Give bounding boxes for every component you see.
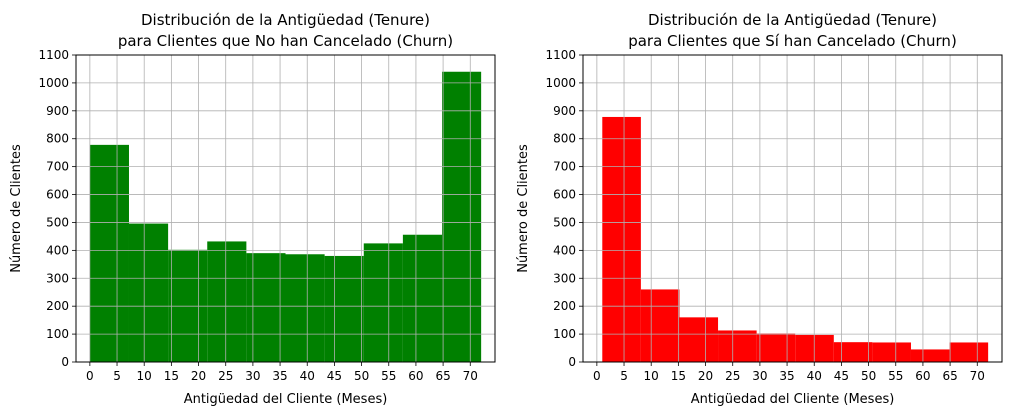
x-tick-label-50: 50 (354, 369, 369, 383)
bar-3 (718, 330, 757, 362)
bars (89, 71, 482, 362)
x-tick-label-55: 55 (381, 369, 396, 383)
bar-7 (872, 342, 911, 362)
bar-9 (442, 71, 482, 362)
x-axis-ticks: 0 5 10 15 20 25 30 35 40 45 50 55 60 65 70 (593, 362, 985, 383)
x-tick-label-65: 65 (435, 369, 450, 383)
x-tick-label-70: 70 (970, 369, 985, 383)
x-tick-label-20: 20 (191, 369, 206, 383)
y-tick-label-200: 200 (553, 299, 576, 313)
bar-0 (602, 116, 641, 362)
x-tick-label-30: 30 (245, 369, 260, 383)
y-tick-label-300: 300 (553, 271, 576, 285)
bar-5 (285, 254, 325, 362)
y-axis-ticks: 0 100 200 300 400 500 600 700 800 900 1000 1100 (38, 48, 76, 369)
x-tick-label-50: 50 (861, 369, 876, 383)
x-tick-label-10: 10 (644, 369, 659, 383)
x-axis-label: Antigüedad del Cliente (Meses) (184, 392, 388, 407)
y-tick-label-700: 700 (46, 160, 69, 174)
y-axis-ticks: 0 100 200 300 400 500 600 700 800 900 1000 1100 (545, 48, 583, 369)
y-tick-label-0: 0 (568, 355, 576, 369)
y-tick-label-400: 400 (553, 243, 576, 257)
bar-3 (207, 241, 247, 362)
bar-1 (128, 223, 169, 362)
bar-8 (402, 234, 443, 362)
y-tick-label-300: 300 (46, 271, 69, 285)
x-tick-label-10: 10 (137, 369, 152, 383)
bar-6 (324, 255, 364, 362)
plot-frame (75, 54, 496, 363)
y-tick-label-700: 700 (553, 160, 576, 174)
y-tick-label-400: 400 (46, 243, 69, 257)
chart-title-line-1: Distribución de la Antigüedad (Tenure) (141, 11, 430, 29)
x-tick-label-65: 65 (942, 369, 957, 383)
bar-8 (910, 349, 950, 362)
x-tick-label-0: 0 (86, 369, 94, 383)
x-tick-label-45: 45 (834, 369, 849, 383)
bar-1 (640, 289, 680, 362)
x-tick-label-55: 55 (888, 369, 903, 383)
y-tick-label-1100: 1100 (38, 48, 69, 62)
x-tick-label-5: 5 (113, 369, 121, 383)
bar-4 (246, 253, 286, 362)
y-tick-label-100: 100 (46, 327, 69, 341)
bar-9 (949, 342, 989, 362)
x-tick-label-15: 15 (164, 369, 179, 383)
bar-7 (363, 243, 403, 362)
bar-6 (833, 342, 873, 362)
x-tick-label-0: 0 (593, 369, 601, 383)
x-tick-label-60: 60 (408, 369, 423, 383)
bar-0 (89, 144, 129, 362)
x-tick-label-40: 40 (807, 369, 822, 383)
y-tick-label-1000: 1000 (545, 76, 576, 90)
histogram-churn: Distribución de la Antigüedad (Tenure) p… (516, 11, 1003, 407)
chart-title-line-2: para Clientes que Sí han Cancelado (Chur… (628, 32, 957, 50)
y-tick-label-900: 900 (46, 104, 69, 118)
y-tick-label-800: 800 (553, 132, 576, 146)
histogram-no-churn: Distribución de la Antigüedad (Tenure) p… (9, 11, 496, 407)
x-axis-label: Antigüedad del Cliente (Meses) (691, 392, 895, 407)
x-tick-label-35: 35 (779, 369, 794, 383)
y-tick-label-1000: 1000 (38, 76, 69, 90)
y-tick-label-100: 100 (553, 327, 576, 341)
chart-title-line-2: para Clientes que No han Cancelado (Chur… (118, 32, 453, 50)
x-tick-label-35: 35 (272, 369, 287, 383)
bars (602, 116, 989, 362)
y-tick-label-500: 500 (46, 215, 69, 229)
x-tick-label-70: 70 (463, 369, 478, 383)
x-tick-label-25: 25 (725, 369, 740, 383)
y-axis-label: Número de Clientes (9, 144, 24, 273)
x-axis-ticks: 0 5 10 15 20 25 30 35 40 45 50 55 60 65 70 (86, 362, 478, 383)
x-tick-label-40: 40 (300, 369, 315, 383)
y-tick-label-900: 900 (553, 104, 576, 118)
y-tick-label-600: 600 (46, 188, 69, 202)
gridlines (76, 54, 495, 363)
x-tick-label-5: 5 (620, 369, 628, 383)
y-tick-label-0: 0 (61, 355, 69, 369)
x-tick-label-25: 25 (218, 369, 233, 383)
y-tick-label-800: 800 (46, 132, 69, 146)
chart-title-line-1: Distribución de la Antigüedad (Tenure) (648, 11, 937, 29)
x-tick-label-30: 30 (752, 369, 767, 383)
x-tick-label-60: 60 (915, 369, 930, 383)
x-tick-label-45: 45 (327, 369, 342, 383)
bar-4 (756, 333, 796, 362)
x-tick-label-20: 20 (698, 369, 713, 383)
y-tick-label-200: 200 (46, 299, 69, 313)
x-tick-label-15: 15 (671, 369, 686, 383)
y-tick-label-500: 500 (553, 215, 576, 229)
y-axis-label: Número de Clientes (516, 144, 531, 273)
y-tick-label-600: 600 (553, 188, 576, 202)
bar-2 (679, 317, 719, 362)
y-tick-label-1100: 1100 (545, 48, 576, 62)
plot-frame (582, 54, 1003, 363)
